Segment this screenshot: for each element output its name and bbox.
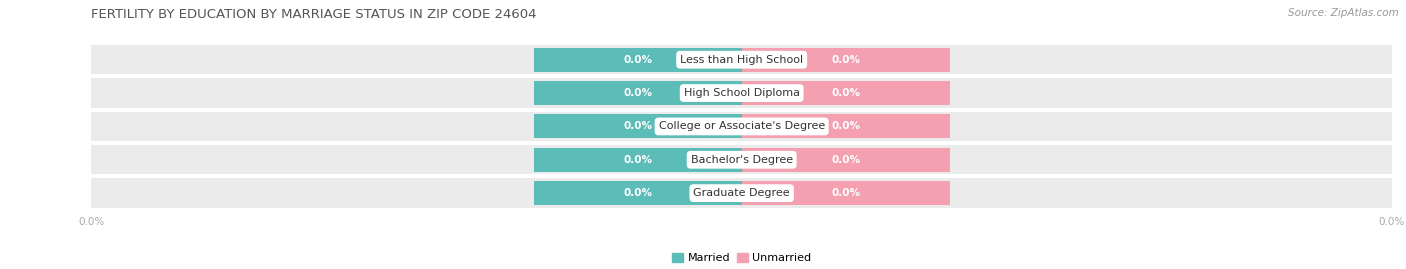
Text: FERTILITY BY EDUCATION BY MARRIAGE STATUS IN ZIP CODE 24604: FERTILITY BY EDUCATION BY MARRIAGE STATU… [91, 8, 537, 21]
Text: 0.0%: 0.0% [831, 55, 860, 65]
Text: 0.0%: 0.0% [831, 88, 860, 98]
Bar [91, 112, 1392, 141]
Text: 0.0%: 0.0% [831, 188, 860, 198]
Bar [534, 148, 742, 172]
Text: High School Diploma: High School Diploma [683, 88, 800, 98]
Text: 0.0%: 0.0% [623, 88, 652, 98]
Bar [742, 81, 950, 105]
Text: 0.0%: 0.0% [623, 188, 652, 198]
Bar [91, 78, 1392, 108]
Bar [742, 148, 950, 172]
Bar [91, 45, 1392, 75]
Bar [742, 181, 950, 205]
Text: Source: ZipAtlas.com: Source: ZipAtlas.com [1288, 8, 1399, 18]
Legend: Married, Unmarried: Married, Unmarried [668, 248, 815, 268]
Text: Bachelor's Degree: Bachelor's Degree [690, 155, 793, 165]
Text: 0.0%: 0.0% [623, 155, 652, 165]
Text: College or Associate's Degree: College or Associate's Degree [658, 121, 825, 132]
Bar [91, 178, 1392, 208]
Text: Less than High School: Less than High School [681, 55, 803, 65]
Bar [534, 48, 742, 72]
Text: 0.0%: 0.0% [831, 155, 860, 165]
Text: 0.0%: 0.0% [623, 121, 652, 132]
Bar [534, 181, 742, 205]
Text: 0.0%: 0.0% [831, 121, 860, 132]
Bar [742, 114, 950, 139]
Text: Graduate Degree: Graduate Degree [693, 188, 790, 198]
Bar [534, 114, 742, 139]
Bar [534, 81, 742, 105]
Bar [742, 48, 950, 72]
Text: 0.0%: 0.0% [623, 55, 652, 65]
Bar [91, 145, 1392, 175]
